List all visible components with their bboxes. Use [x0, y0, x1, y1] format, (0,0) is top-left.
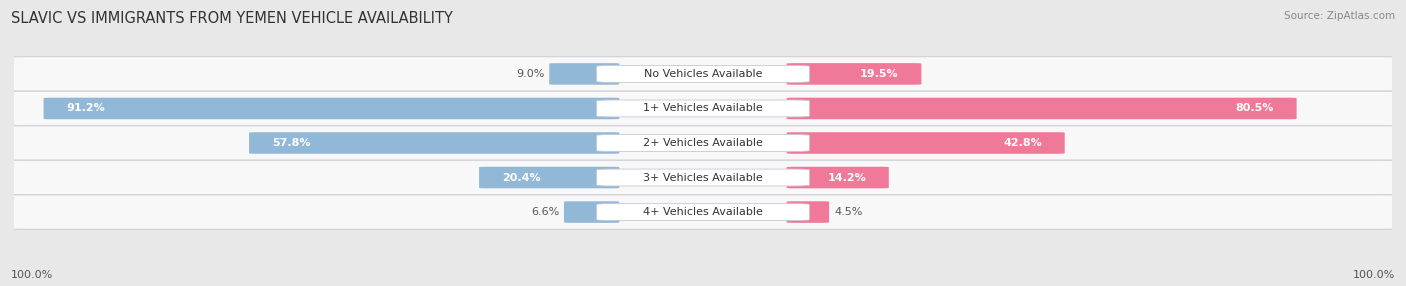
Text: 100.0%: 100.0%: [1353, 270, 1395, 280]
FancyBboxPatch shape: [596, 169, 810, 186]
Text: 80.5%: 80.5%: [1236, 104, 1274, 114]
Text: 4.5%: 4.5%: [834, 207, 862, 217]
FancyBboxPatch shape: [479, 167, 619, 188]
FancyBboxPatch shape: [564, 201, 619, 223]
FancyBboxPatch shape: [787, 63, 921, 85]
Text: No Vehicles Available: No Vehicles Available: [644, 69, 762, 79]
FancyBboxPatch shape: [596, 134, 810, 152]
FancyBboxPatch shape: [1, 126, 1405, 160]
FancyBboxPatch shape: [1, 195, 1405, 229]
Text: 57.8%: 57.8%: [271, 138, 311, 148]
Text: 20.4%: 20.4%: [502, 172, 540, 182]
Text: 19.5%: 19.5%: [860, 69, 898, 79]
Text: 14.2%: 14.2%: [827, 172, 866, 182]
FancyBboxPatch shape: [596, 100, 810, 117]
FancyBboxPatch shape: [1, 57, 1405, 91]
Text: 3+ Vehicles Available: 3+ Vehicles Available: [643, 172, 763, 182]
FancyBboxPatch shape: [1, 91, 1405, 126]
FancyBboxPatch shape: [787, 167, 889, 188]
Text: 1+ Vehicles Available: 1+ Vehicles Available: [643, 104, 763, 114]
FancyBboxPatch shape: [787, 132, 1064, 154]
FancyBboxPatch shape: [596, 65, 810, 82]
Text: 4+ Vehicles Available: 4+ Vehicles Available: [643, 207, 763, 217]
FancyBboxPatch shape: [787, 98, 1296, 119]
Text: 9.0%: 9.0%: [516, 69, 544, 79]
FancyBboxPatch shape: [44, 98, 619, 119]
Text: 6.6%: 6.6%: [531, 207, 560, 217]
FancyBboxPatch shape: [249, 132, 619, 154]
Text: Source: ZipAtlas.com: Source: ZipAtlas.com: [1284, 11, 1395, 21]
FancyBboxPatch shape: [1, 160, 1405, 195]
FancyBboxPatch shape: [550, 63, 619, 85]
FancyBboxPatch shape: [596, 204, 810, 221]
Text: SLAVIC VS IMMIGRANTS FROM YEMEN VEHICLE AVAILABILITY: SLAVIC VS IMMIGRANTS FROM YEMEN VEHICLE …: [11, 11, 453, 26]
Text: 100.0%: 100.0%: [11, 270, 53, 280]
Text: 42.8%: 42.8%: [1004, 138, 1042, 148]
Text: 2+ Vehicles Available: 2+ Vehicles Available: [643, 138, 763, 148]
FancyBboxPatch shape: [787, 201, 830, 223]
Text: 91.2%: 91.2%: [66, 104, 105, 114]
